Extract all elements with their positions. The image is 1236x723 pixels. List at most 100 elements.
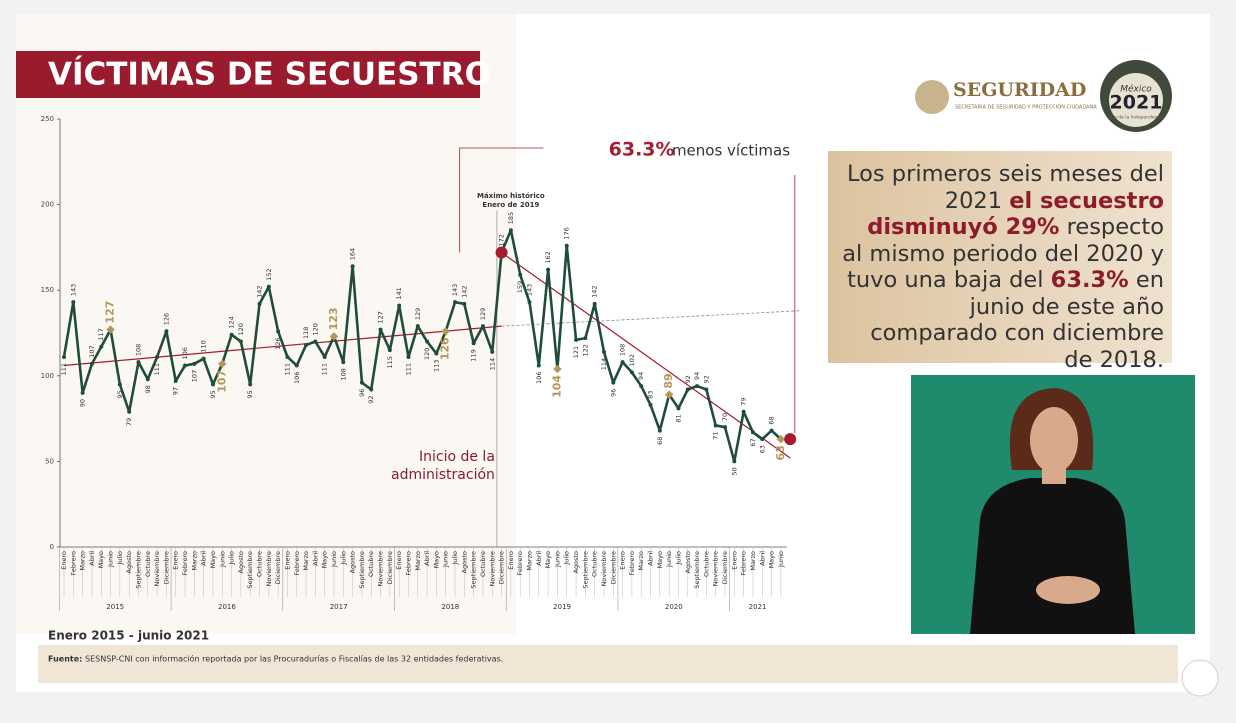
point-label: 123 bbox=[327, 307, 340, 330]
point bbox=[313, 339, 318, 344]
x-tick-label: Febrero bbox=[628, 551, 636, 576]
x-tick-label: Marzo bbox=[749, 551, 757, 571]
x-tick-label: Agosto bbox=[572, 551, 580, 573]
point-label: 117 bbox=[97, 328, 105, 340]
point-label: 92 bbox=[684, 375, 692, 383]
point bbox=[248, 382, 253, 387]
footer-bar bbox=[38, 645, 1178, 683]
x-tick-label: Abril bbox=[88, 551, 96, 566]
x-tick-label: Julio bbox=[339, 551, 347, 566]
x-tick-label: Junio bbox=[218, 551, 226, 568]
start-note: administración bbox=[391, 467, 495, 483]
point-label: 94 bbox=[693, 372, 701, 380]
point-highlight bbox=[441, 327, 450, 336]
logo-2021-inner bbox=[1109, 73, 1163, 127]
x-tick-label: Octubre bbox=[479, 551, 487, 577]
point bbox=[546, 267, 551, 272]
title-bar bbox=[16, 51, 480, 98]
point bbox=[611, 380, 616, 385]
x-tick-label: Enero bbox=[619, 551, 627, 570]
point-label: 113 bbox=[432, 360, 440, 372]
point bbox=[713, 423, 718, 428]
marker bbox=[784, 433, 797, 446]
point-label: 126 bbox=[274, 337, 282, 349]
point bbox=[117, 382, 122, 387]
data-line bbox=[62, 228, 782, 463]
point-label: 96 bbox=[358, 389, 366, 397]
x-tick-label: Abril bbox=[647, 551, 655, 566]
marker bbox=[495, 246, 508, 259]
point bbox=[238, 339, 243, 344]
year-label: 2019 bbox=[553, 603, 571, 611]
point bbox=[425, 339, 430, 344]
point bbox=[71, 300, 76, 305]
point bbox=[294, 363, 299, 368]
point bbox=[304, 342, 309, 347]
year-label: 2020 bbox=[665, 603, 683, 611]
point bbox=[415, 324, 420, 329]
point-label: 119 bbox=[470, 349, 478, 361]
x-tick-label: Agosto bbox=[460, 551, 468, 573]
point-label: 106 bbox=[293, 372, 301, 384]
point bbox=[601, 349, 606, 354]
point bbox=[695, 384, 700, 389]
x-tick-label: Junio bbox=[777, 551, 785, 568]
point-label: 111 bbox=[283, 363, 291, 375]
x-tick-label: Marzo bbox=[526, 551, 534, 571]
x-tick-label: Julio bbox=[228, 551, 236, 566]
point-label: 127 bbox=[104, 301, 117, 324]
summary-bold: el secuestro disminuyó 29% bbox=[867, 187, 1164, 241]
x-tick-label: Enero bbox=[283, 551, 291, 570]
point-label: 142 bbox=[591, 285, 599, 297]
y-tick-label: 150 bbox=[41, 286, 54, 294]
point-label: 81 bbox=[674, 414, 682, 422]
point-highlight bbox=[776, 434, 786, 444]
x-tick-label: Octubre bbox=[256, 551, 264, 577]
x-tick-label: Diciembre bbox=[609, 551, 617, 584]
x-tick-label: Mayo bbox=[768, 551, 776, 568]
x-tick-label: Mayo bbox=[97, 551, 105, 568]
point bbox=[127, 409, 132, 414]
point bbox=[639, 384, 644, 389]
point-label: 50 bbox=[730, 467, 738, 475]
point bbox=[769, 428, 774, 433]
point bbox=[397, 303, 402, 308]
x-tick-label: Octubre bbox=[144, 551, 152, 577]
point-label: 106 bbox=[181, 347, 189, 359]
y-tick-label: 50 bbox=[45, 457, 54, 465]
reduction-pct: 63.3% bbox=[609, 139, 675, 161]
x-tick-label: Enero bbox=[507, 551, 515, 570]
point-highlight bbox=[664, 390, 674, 399]
point-label: 120 bbox=[237, 323, 245, 335]
point-label: 152 bbox=[265, 268, 273, 280]
x-tick-label: Marzo bbox=[302, 551, 310, 571]
decor bbox=[16, 14, 516, 634]
interpreter-face bbox=[1030, 407, 1078, 473]
point bbox=[527, 300, 532, 305]
x-tick-label: Octubre bbox=[367, 551, 375, 577]
source-text: SESNSP-CNI con información reportada por… bbox=[85, 654, 503, 664]
x-tick-label: Junio bbox=[442, 551, 450, 568]
x-tick-label: Mayo bbox=[209, 551, 217, 568]
logo-year-sub: Año de la Independencia bbox=[1108, 115, 1164, 121]
point bbox=[536, 363, 541, 368]
peak-note: Enero de 2019 bbox=[482, 201, 539, 209]
point-label: 67 bbox=[749, 438, 757, 446]
point-label: 71 bbox=[712, 431, 720, 439]
x-tick-label: Febrero bbox=[181, 551, 189, 576]
logo-year: 2021 bbox=[1110, 92, 1163, 114]
point-label: 143 bbox=[526, 284, 534, 296]
point-label: 120 bbox=[311, 323, 319, 335]
y-tick-label: 200 bbox=[41, 201, 54, 209]
point bbox=[350, 264, 355, 269]
point bbox=[62, 354, 66, 359]
point bbox=[657, 428, 662, 433]
x-tick-label: Agosto bbox=[125, 551, 133, 573]
point-label: 108 bbox=[619, 344, 627, 356]
point-label: 111 bbox=[404, 363, 412, 375]
x-tick-label: Noviembre bbox=[377, 551, 385, 586]
point bbox=[89, 361, 94, 366]
point bbox=[741, 409, 746, 414]
x-tick-label: Agosto bbox=[237, 551, 245, 573]
